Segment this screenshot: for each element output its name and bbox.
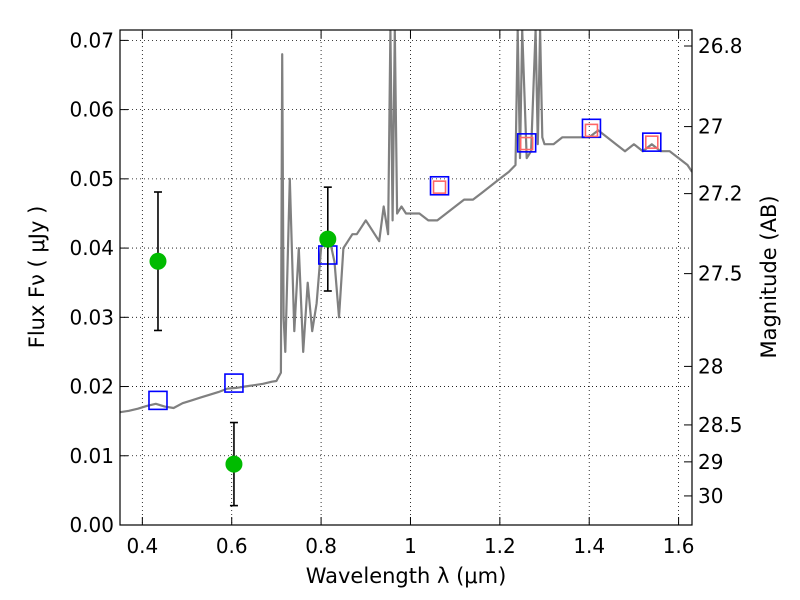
y-tick-label: 0.00 [69, 513, 114, 537]
observed-square-marker [584, 123, 599, 138]
spectrum-line [120, 30, 692, 414]
y2-tick-label: 27.5 [698, 262, 743, 286]
y2-axis-label: Magnitude (AB) [757, 195, 781, 358]
x-tick-label: 1.2 [484, 534, 516, 558]
grid [120, 30, 692, 526]
observed-square-marker [432, 180, 447, 194]
x-tick-label: 1 [404, 534, 417, 558]
spectrum-series [120, 30, 692, 414]
observed-circle-marker [149, 252, 167, 270]
x-tick-label: 0.8 [305, 534, 337, 558]
model-square-marker [148, 390, 168, 411]
x-tick-label: 1.4 [573, 534, 605, 558]
y-tick-label: 0.06 [69, 98, 114, 122]
x-tick-label: 0.6 [216, 534, 248, 558]
y-tick-label: 0.01 [69, 444, 114, 468]
y2-tick-label: 28 [698, 354, 723, 378]
y-tick-label: 0.03 [69, 305, 114, 329]
model-square-marker [641, 132, 662, 152]
y-tick-label: 0.02 [69, 375, 114, 399]
y2-tick-label: 29 [698, 450, 723, 474]
observed-square-marker [644, 135, 659, 149]
y-axis-label: Flux Fν ( μJy ) [25, 206, 49, 349]
y2-tick-label: 26.8 [698, 34, 743, 58]
y-tick-label: 0.05 [69, 167, 114, 191]
y2-tick-label: 28.5 [698, 413, 743, 437]
y-tick-label: 0.07 [69, 28, 114, 52]
y2-tick-label: 27.2 [698, 182, 743, 206]
x-axis-label: Wavelength λ (μm) [306, 564, 507, 588]
model-square-marker [581, 118, 602, 139]
x-tick-label: 1.6 [663, 534, 695, 558]
model-square-marker [429, 175, 450, 196]
y2-tick-label: 27 [698, 115, 723, 139]
observed-square-marker [519, 136, 534, 151]
axes: 0.4 0.6 0.8 1 1.2 1.4 1.6 0.00 0.01 0.02 0.03 0.04 0… [69, 28, 742, 558]
observed-circle-marker [225, 455, 243, 473]
y2-tick-label: 30 [698, 484, 723, 508]
y-tick-label: 0.04 [69, 236, 114, 260]
x-tick-label: 0.4 [126, 534, 158, 558]
observed-circle-marker [319, 230, 337, 248]
plot-frame [119, 29, 693, 526]
model-square-marker [516, 133, 537, 153]
model-square-marker [224, 373, 244, 393]
photometry-series [148, 118, 662, 507]
